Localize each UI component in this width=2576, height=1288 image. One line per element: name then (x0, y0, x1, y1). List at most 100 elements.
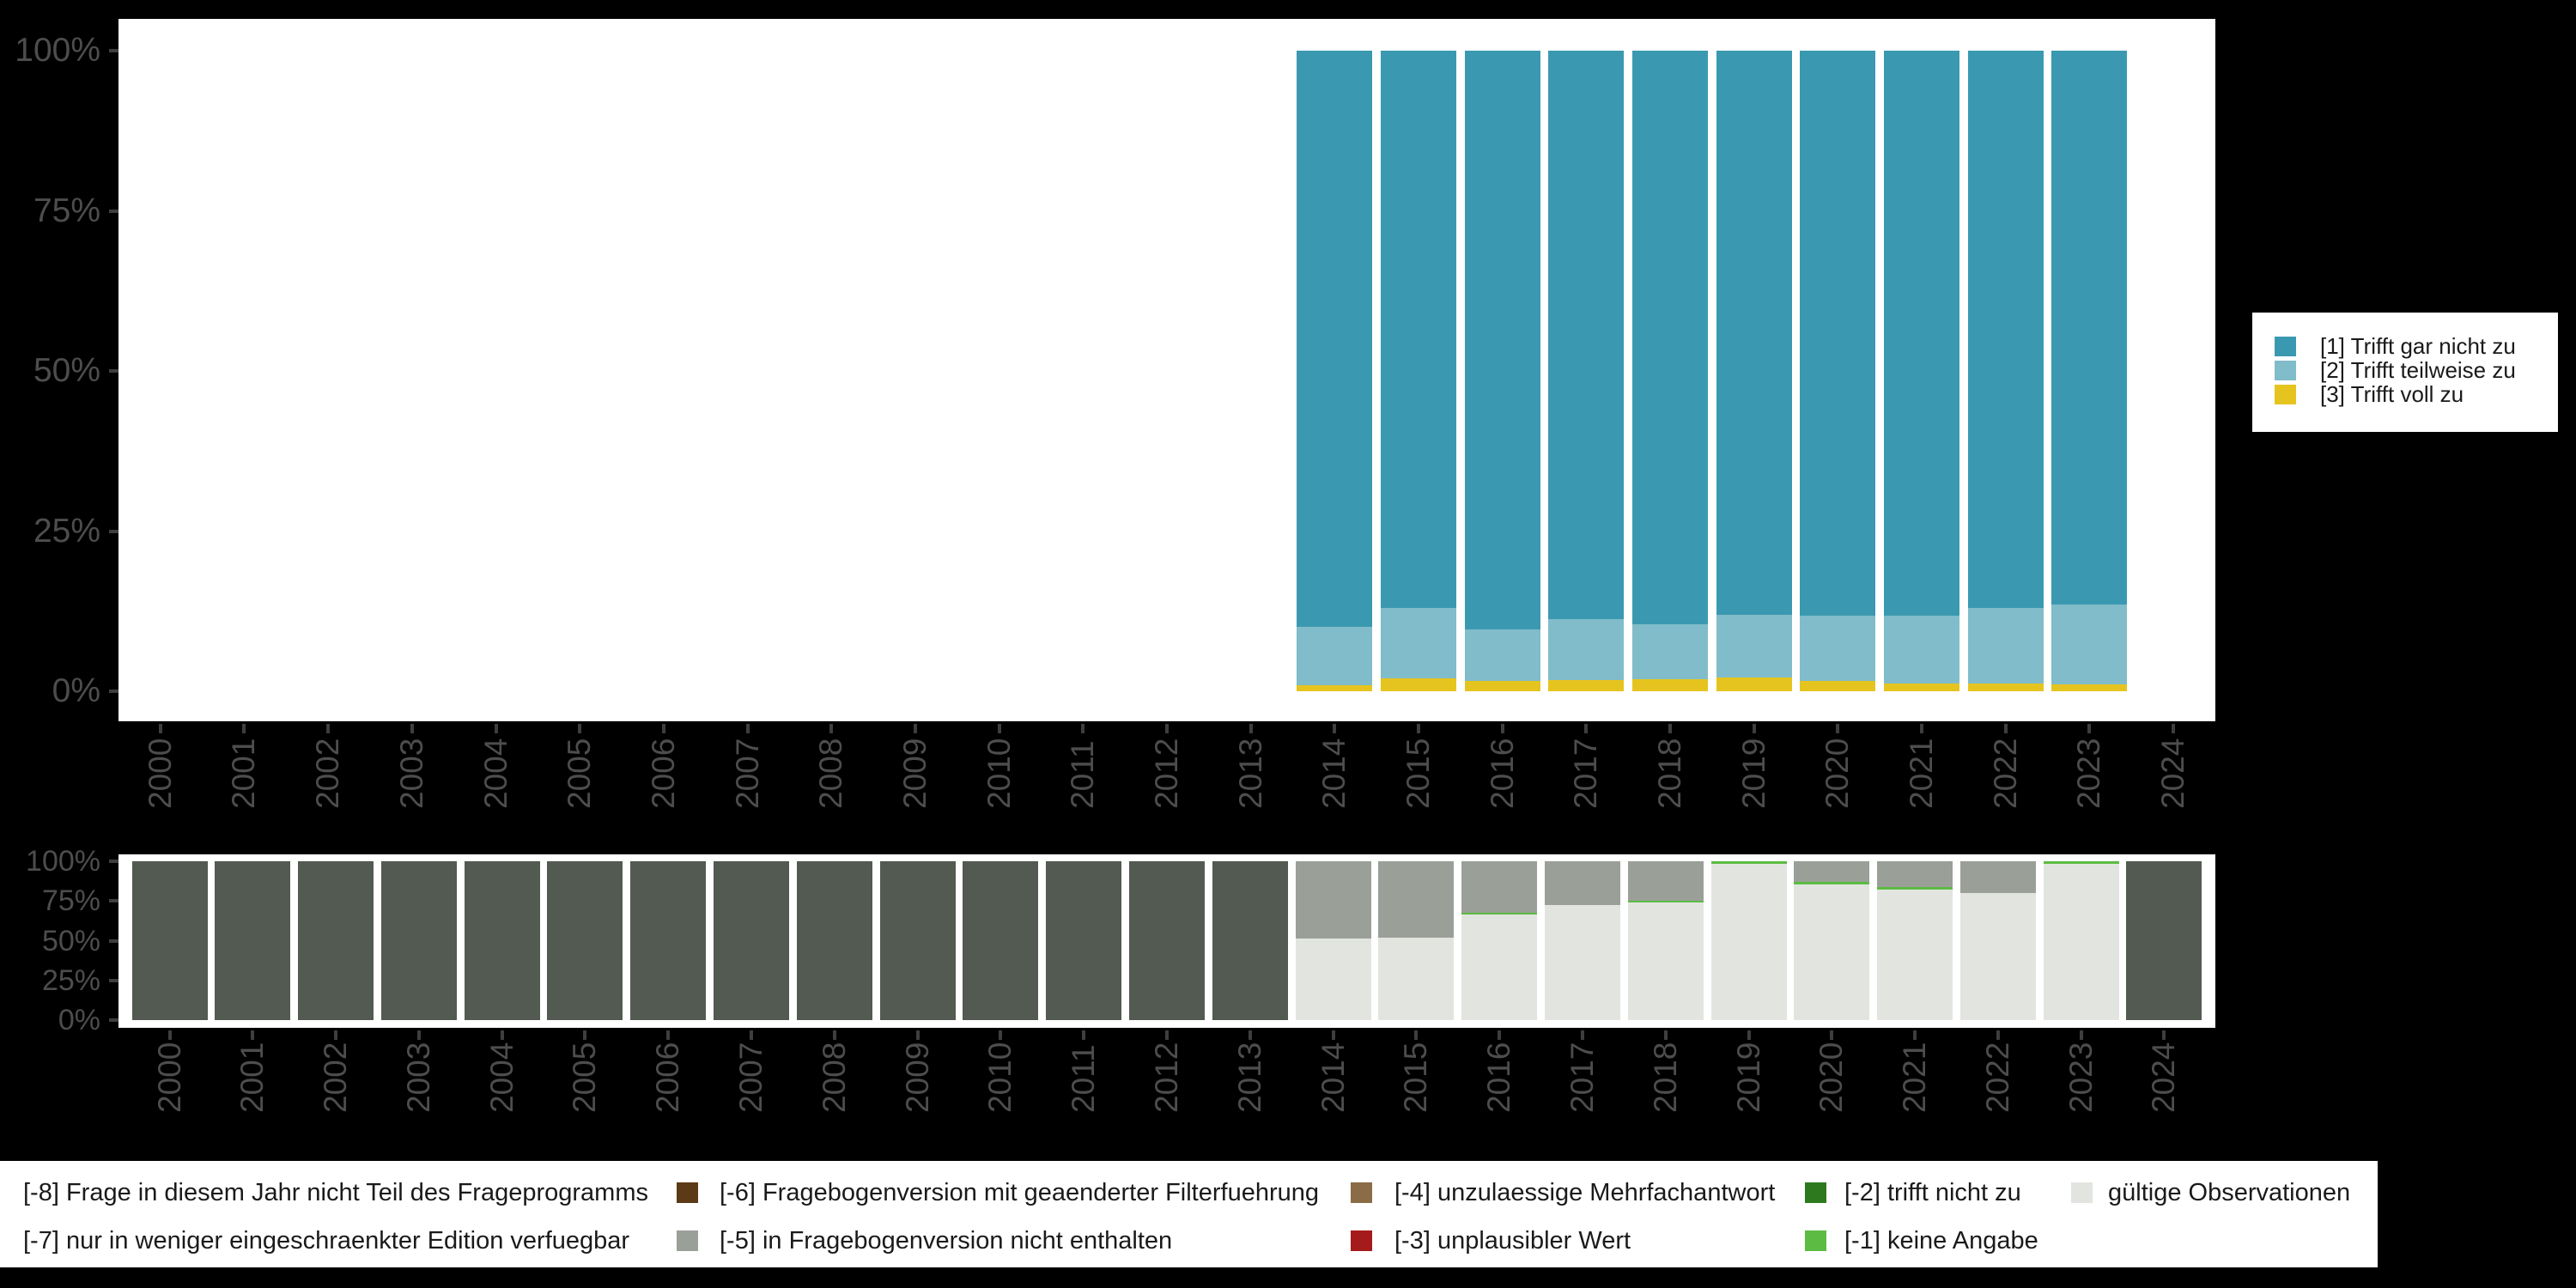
x-axis-year-label: 2020 (1814, 1042, 1850, 1113)
x-axis-tick (410, 724, 414, 733)
bar-segment (2051, 51, 2128, 605)
y-axis-tick (109, 860, 118, 863)
bar-segment (1959, 893, 2036, 1020)
missing-code-label: gültige Observationen (2108, 1179, 2351, 1206)
legend-swatch-category2 (2275, 361, 2296, 380)
x-axis-tick (2162, 1030, 2166, 1040)
y-axis-tick-label: 25% (33, 512, 100, 550)
x-axis-year-label: 2010 (981, 738, 1017, 809)
bar-segment (1548, 619, 1625, 681)
bar-segment (1884, 615, 1960, 684)
x-axis-year-label: 2021 (1904, 738, 1940, 809)
x-axis-year-label: 2015 (1398, 1042, 1434, 1113)
x-axis-tick (2079, 1030, 2083, 1040)
missing-code-label: [-3] unplausibler Wert (1394, 1227, 1631, 1255)
bar-segment (1967, 683, 2044, 691)
bar-segment (1128, 861, 1205, 1020)
x-axis-tick (1663, 1030, 1668, 1040)
bar-segment (1461, 912, 1538, 915)
x-axis-year-label: 2010 (982, 1042, 1018, 1113)
bar-segment (879, 861, 956, 1020)
bar-segment (1046, 861, 1122, 1020)
x-axis-year-label: 2005 (567, 1042, 603, 1113)
x-axis-year-label: 2017 (1568, 738, 1604, 809)
x-axis-year-label: 2009 (896, 738, 933, 809)
bar-segment (1378, 861, 1455, 938)
x-axis-tick (745, 724, 750, 733)
x-axis-tick (1248, 1030, 1252, 1040)
x-axis-year-label: 2021 (1897, 1042, 1933, 1113)
bar-segment (1716, 51, 1792, 616)
missing-code-swatch (1805, 1230, 1826, 1251)
x-axis-tick (500, 1030, 504, 1040)
x-axis-year-label: 2008 (813, 738, 849, 809)
bar-segment (1297, 626, 1373, 685)
x-axis-year-label: 2024 (2155, 738, 2191, 809)
bar-segment (380, 861, 457, 1020)
legend-label-category3: [3] Trifft voll zu (2320, 381, 2464, 407)
top-chart-legend: [1] Trifft gar nicht zu [2] Trifft teilw… (2252, 313, 2558, 432)
bar-segment (1548, 51, 1625, 620)
x-axis-year-label: 2023 (2071, 738, 2107, 809)
x-axis-tick (1996, 1030, 2000, 1040)
missing-code-label: [-6] Fragebogenversion mit geaenderter F… (720, 1179, 1319, 1206)
bar-segment (1461, 861, 1538, 913)
missing-code-swatch (1805, 1182, 1826, 1203)
bar-segment (1381, 678, 1456, 691)
x-axis-year-label: 2002 (318, 1042, 354, 1113)
x-axis-tick (2087, 724, 2092, 733)
x-axis-tick (1920, 724, 1924, 733)
bar-segment (1877, 861, 1953, 887)
x-axis-year-label: 2011 (1066, 1044, 1102, 1113)
bar-segment (1710, 861, 1787, 864)
bar-segment (1548, 680, 1625, 691)
top-chart-plot (118, 19, 2215, 721)
x-axis-year-label: 2020 (1820, 738, 1856, 809)
x-axis-year-label: 2022 (1987, 738, 2023, 809)
y-axis-tick (109, 529, 118, 533)
bar-segment (1884, 51, 1960, 616)
bar-segment (1716, 615, 1792, 677)
bar-segment (1297, 51, 1373, 627)
bar-segment (1378, 937, 1455, 1020)
x-axis-tick (997, 724, 1001, 733)
y-axis-tick-label: 25% (41, 963, 100, 997)
bar-segment (796, 861, 872, 1020)
bar-segment (464, 861, 540, 1020)
x-axis-year-label: 2016 (1484, 738, 1520, 809)
bar-segment (1295, 861, 1371, 939)
bar-segment (1959, 861, 2036, 894)
x-axis-year-label: 2016 (1481, 1042, 1517, 1113)
x-axis-year-label: 2012 (1148, 1042, 1184, 1113)
bar-segment (1627, 861, 1704, 901)
bar-segment (1794, 861, 1870, 882)
x-axis-tick (1164, 724, 1169, 733)
missing-code-label: [-8] Frage in diesem Jahr nicht Teil des… (23, 1179, 648, 1206)
x-axis-tick (666, 1030, 671, 1040)
x-axis-year-label: 2013 (1231, 1042, 1267, 1113)
x-axis-year-label: 2004 (477, 738, 513, 809)
bar-segment (1627, 902, 1704, 1020)
x-axis-tick (1331, 1030, 1335, 1040)
x-axis-tick (1584, 724, 1589, 733)
y-axis-tick (109, 369, 118, 373)
bar-segment (1544, 904, 1620, 1020)
missing-code-swatch (1351, 1230, 1372, 1251)
x-axis-tick (1164, 1030, 1169, 1040)
bar-segment (1967, 51, 2044, 609)
missing-code-swatch (1351, 1182, 1372, 1203)
x-axis-year-label: 2006 (650, 1042, 686, 1113)
x-axis-tick (1668, 724, 1673, 733)
bar-segment (131, 861, 208, 1020)
x-axis-tick (1081, 724, 1085, 733)
x-axis-tick (158, 724, 162, 733)
bar-segment (1794, 884, 1870, 1020)
x-axis-year-label: 2000 (142, 738, 178, 809)
legend-swatch-category3 (2275, 385, 2296, 404)
y-axis-tick-label: 0% (52, 672, 100, 709)
x-axis-year-label: 2005 (562, 738, 598, 809)
missing-code-swatch (677, 1230, 698, 1251)
x-axis-year-label: 2003 (393, 738, 429, 809)
bar-segment (215, 861, 291, 1020)
bar-segment (1716, 677, 1792, 691)
